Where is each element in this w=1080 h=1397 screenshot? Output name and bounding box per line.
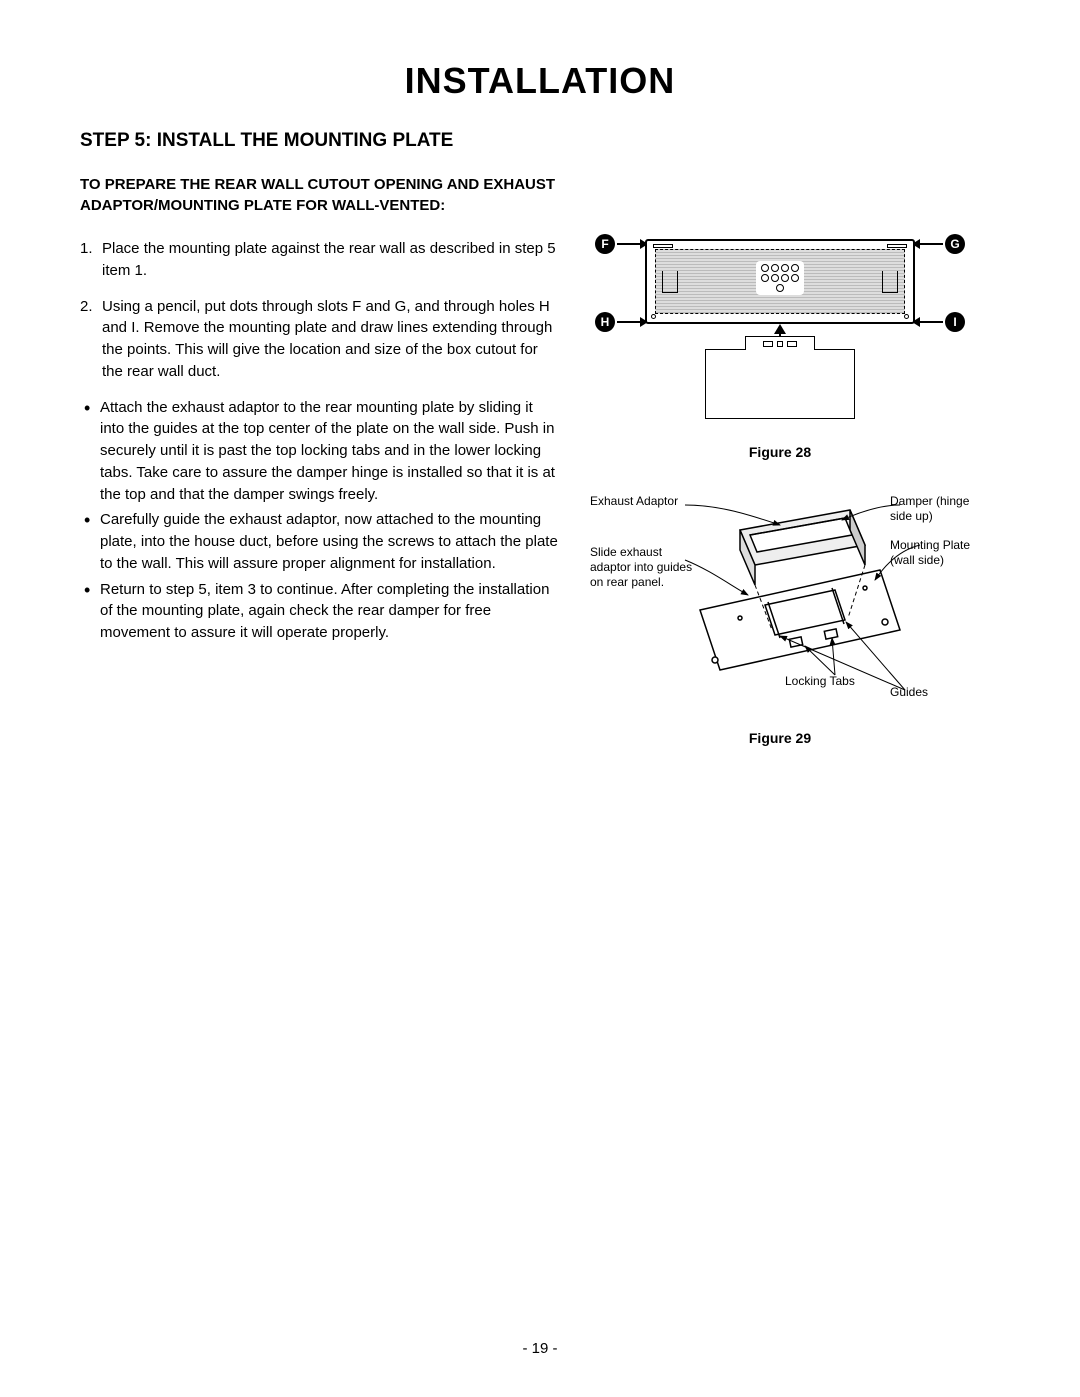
label-guides: Guides [890,685,960,700]
arrow-icon [913,321,943,323]
page-number: - 19 - [0,1340,1080,1357]
duct-box-diagram [705,349,855,419]
intro-paragraph: TO PREPARE THE REAR WALL CUTOUT OPENING … [80,174,560,216]
figure-28: F G H I [595,234,965,434]
arrow-icon [617,321,647,323]
callout-h: H [595,312,615,332]
figure-29: Exhaust Adaptor Slide exhaust adaptor in… [590,490,970,720]
label-mounting-plate: Mounting Plate (wall side) [890,538,980,568]
step-heading: STEP 5: INSTALL THE MOUNTING PLATE [80,130,1000,152]
bullet-item: Return to step 5, item 3 to continue. Af… [80,579,560,644]
page: INSTALLATION STEP 5: INSTALL THE MOUNTIN… [0,0,1080,1397]
bullet-item: Attach the exhaust adaptor to the rear m… [80,397,560,506]
step-item: Place the mounting plate against the rea… [80,238,560,282]
arrow-icon [617,243,647,245]
label-locking-tabs: Locking Tabs [785,674,855,689]
arrow-icon [913,243,943,245]
page-title: INSTALLATION [80,60,1000,102]
label-exhaust-adaptor: Exhaust Adaptor [590,494,700,509]
callout-i: I [945,312,965,332]
text-column: TO PREPARE THE REAR WALL CUTOUT OPENING … [80,174,560,746]
callout-g: G [945,234,965,254]
label-damper: Damper (hinge side up) [890,494,980,524]
figure-column: F G H I [580,174,980,746]
step-item: Using a pencil, put dots through slots F… [80,296,560,383]
mounting-plate-diagram [645,239,915,324]
content-columns: TO PREPARE THE REAR WALL CUTOUT OPENING … [80,174,1000,746]
figure-28-caption: Figure 28 [580,444,980,460]
callout-f: F [595,234,615,254]
figure-29-caption: Figure 29 [580,730,980,746]
label-slide-note: Slide exhaust adaptor into guides on rea… [590,545,700,590]
bullet-item: Carefully guide the exhaust adaptor, now… [80,509,560,574]
